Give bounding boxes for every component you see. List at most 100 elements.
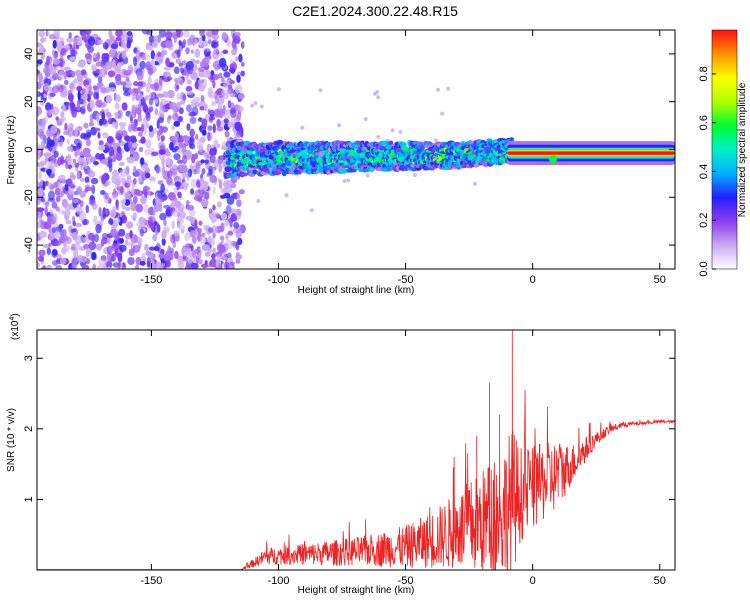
spectrogram-cell [173, 230, 180, 237]
spectrogram-cell [127, 257, 135, 265]
spectrogram-cell [212, 204, 216, 211]
spectrogram-cell [173, 66, 180, 75]
spectrogram-cell [130, 187, 135, 195]
spectrogram-cell [59, 155, 65, 165]
spectrogram-cell [228, 67, 236, 74]
snr-xlabel: Height of straight line (km) [298, 585, 415, 596]
spectrogram-cell [104, 192, 109, 200]
spectrogram-cell [174, 181, 182, 187]
spectrogram-cell [194, 48, 201, 58]
spectrogram-cell [208, 36, 212, 44]
spectrogram-cell [145, 112, 151, 122]
spectrogram-cell [236, 193, 241, 200]
spectrogram-cell [108, 146, 115, 157]
spectrogram-cell [138, 216, 145, 225]
spectrogram-cell [185, 247, 192, 253]
spectrogram-cell [76, 142, 82, 149]
spectrogram-cell [105, 94, 113, 104]
spectrogram-cell [124, 79, 132, 89]
spectrogram-cell [102, 101, 107, 108]
spectrogram-cell [139, 55, 147, 60]
spectrogram-cell [48, 235, 55, 241]
spectrogram-cell [141, 171, 148, 181]
spectrogram-cell [88, 199, 97, 206]
spectrogram-cell [68, 225, 73, 230]
spectrogram-cell [77, 61, 85, 68]
spectrogram-cell [92, 263, 97, 269]
spectrogram-cell [115, 73, 122, 82]
spectrogram-cell [191, 153, 196, 164]
spectrogram-cell [135, 203, 144, 213]
spectrogram-cell [221, 32, 228, 40]
spectrogram-cell [58, 174, 66, 182]
spectrogram-cell [237, 92, 245, 100]
spectrogram-cell [234, 84, 243, 94]
spectrogram-cell [37, 150, 41, 161]
spectrogram-cell [72, 231, 78, 241]
spectrogram-cell [185, 200, 190, 206]
spectrogram-cell [169, 102, 177, 110]
spectrogram-cell [50, 183, 59, 189]
spectrogram-cell [81, 88, 86, 94]
spectrogram-cell [400, 142, 407, 147]
spectrogram-cell [69, 100, 75, 109]
spectrogram-cell [124, 206, 131, 211]
spectrogram-cell [61, 198, 68, 208]
spectrogram-cell [55, 195, 61, 203]
spectrogram-cell [37, 128, 45, 138]
spectrogram-cell [177, 159, 184, 164]
spectrogram-ytick-label: 20 [23, 96, 35, 108]
spectrogram-cell [73, 158, 77, 164]
spectrogram-cell [100, 190, 106, 195]
spectrogram-cell [148, 216, 156, 224]
spectrogram-cell [339, 168, 348, 174]
spectrogram-cell [412, 173, 417, 178]
spectrogram-cell [125, 76, 130, 82]
spectrogram-cell [193, 96, 201, 103]
spectrogram-cell [163, 127, 168, 133]
spectrogram-cell [55, 265, 63, 269]
spectrogram-cell [178, 224, 186, 231]
spectrogram-cell [202, 57, 209, 68]
spectrogram-cell [66, 139, 70, 144]
spectrogram-cell [73, 36, 78, 46]
spectrogram-cell [140, 195, 147, 205]
spectrogram-cell [200, 198, 209, 208]
spectrogram-cell [213, 47, 219, 55]
spectrogram-cell [65, 104, 69, 110]
spectrogram-cell [225, 239, 233, 250]
spectrogram-cell [104, 209, 108, 216]
spectrogram-cell [67, 127, 74, 137]
spectrogram-cell [152, 205, 161, 212]
spectrogram-cell [219, 194, 226, 199]
spectrogram-cell [42, 67, 50, 74]
spectrogram-cell [85, 248, 90, 257]
spectrogram-cell [76, 185, 83, 195]
spectrogram-cell [207, 125, 213, 131]
spectrogram-cell [53, 213, 58, 222]
snr-ytick-label: 2 [23, 426, 35, 432]
spectrogram-cell [102, 232, 108, 240]
spectrogram-cell [41, 197, 45, 203]
spectrogram-cell [91, 251, 97, 261]
spectrogram-cell [39, 44, 45, 54]
spectrogram-cell [221, 187, 227, 194]
spectrogram-cell [106, 111, 112, 119]
spectrogram-cell [160, 183, 165, 193]
spectrogram-cell [224, 166, 233, 173]
spectrogram-cell [118, 57, 122, 63]
spectrogram-cell [365, 173, 370, 178]
spectrogram-cell [91, 65, 97, 72]
spectrogram-cell [114, 248, 118, 255]
spectrogram-cell [38, 171, 42, 181]
spectrogram-cell [107, 180, 111, 186]
spectrogram-cell [229, 102, 235, 111]
spectrogram-cell [240, 70, 245, 77]
spectrogram-cell [148, 125, 154, 132]
spectrogram-cell [165, 157, 171, 165]
spectrogram-cell [174, 250, 179, 260]
spectrogram-cell [165, 208, 171, 217]
spectrogram-cell [148, 98, 154, 106]
spectrogram-cell [46, 264, 52, 269]
spectrogram-cell [96, 265, 105, 269]
